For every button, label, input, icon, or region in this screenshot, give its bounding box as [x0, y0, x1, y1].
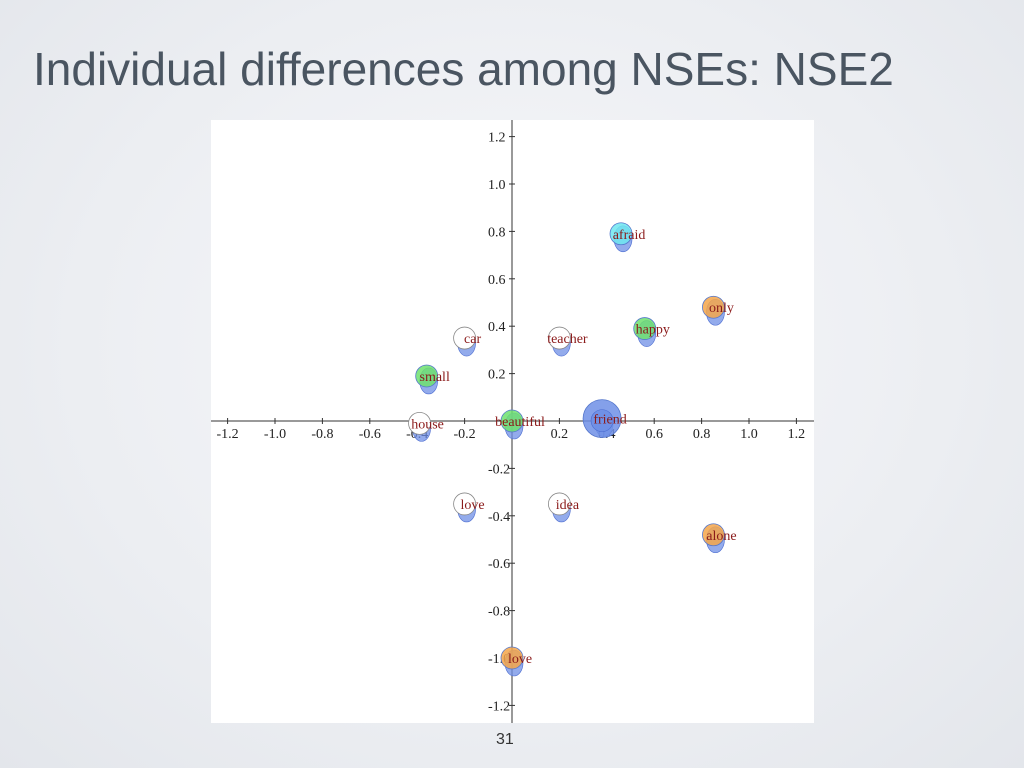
y-tick-label: 0.6: [488, 273, 506, 288]
data-marks: afraid only happy car teacher small house beaut…: [408, 222, 737, 677]
x-tick-label: 0.6: [645, 427, 663, 442]
point-label: idea: [556, 498, 580, 513]
x-tick-label: 0.2: [551, 427, 569, 442]
point-label: afraid: [613, 228, 646, 243]
page-number: 31: [496, 731, 514, 748]
x-tick-label: -0.2: [454, 427, 476, 442]
y-tick-label: -0.4: [488, 510, 510, 525]
point-label: beautiful: [495, 415, 545, 430]
x-tick-label: -0.6: [359, 427, 381, 442]
y-tick-label: -0.6: [488, 557, 510, 572]
point-marker: [453, 326, 477, 350]
point-marker: [453, 492, 477, 516]
point-label: teacher: [547, 332, 588, 347]
point-label: only: [709, 301, 734, 316]
x-tick-label: -1.2: [217, 427, 239, 442]
y-tick-label: 0.4: [488, 320, 506, 335]
point-marker: [500, 646, 524, 670]
point-label: happy: [636, 323, 670, 338]
point-marker: [547, 326, 571, 350]
point-marker: [702, 523, 725, 547]
data-point-love: love: [500, 646, 532, 677]
point-marker: [547, 492, 571, 516]
x-tick-label: -1.0: [264, 427, 286, 442]
data-point-only: only: [702, 295, 734, 326]
y-tick-label: 1.0: [488, 178, 506, 193]
data-point-house: house: [408, 411, 444, 442]
data-point-beautiful: beautiful: [495, 409, 545, 440]
x-tick-label: -0.8: [311, 427, 333, 442]
data-point-alone: alone: [702, 523, 737, 554]
slide-title: Individual differences among NSEs: NSE2: [33, 43, 894, 95]
y-tick-label: -1.2: [488, 699, 510, 714]
point-label: friend: [593, 413, 626, 428]
point-label: love: [461, 498, 485, 513]
y-tick-label: 1.2: [488, 131, 506, 146]
data-point-love: love: [453, 492, 485, 523]
point-marker: [415, 364, 439, 388]
point-marker: [609, 222, 633, 246]
point-label: alone: [706, 529, 736, 544]
point-label: car: [464, 332, 481, 347]
y-tick-label: -0.2: [488, 462, 510, 477]
scatter-plot-panel: -1.2 -1.0 -0.8 -0.6 -0.4 -0.2 0.2 0.4 0.6 0.8 1.0 1…: [211, 120, 814, 723]
x-tick-label: 1.2: [788, 427, 806, 442]
data-point-friend: friend: [582, 399, 627, 439]
point-label: love: [508, 652, 532, 667]
point-marker: [408, 411, 431, 435]
y-tick-label: 0.2: [488, 368, 506, 383]
x-tick-label: 0.8: [693, 427, 711, 442]
y-tick-label: -0.8: [488, 605, 510, 620]
point-label: small: [420, 370, 450, 385]
point-marker: [633, 317, 657, 340]
data-point-teacher: teacher: [547, 326, 588, 357]
data-point-small: small: [415, 364, 450, 395]
scatter-plot: -1.2 -1.0 -0.8 -0.6 -0.4 -0.2 0.2 0.4 0.6 0.8 1.0 1…: [211, 120, 814, 723]
point-marker: [702, 295, 725, 319]
data-point-idea: idea: [547, 492, 580, 523]
data-point-afraid: afraid: [609, 222, 646, 253]
data-point-car: car: [453, 326, 481, 357]
point-label: house: [411, 417, 444, 432]
x-tick-label: 1.0: [740, 427, 758, 442]
point-inner-blob: [590, 409, 614, 432]
y-tick-label: 0.8: [488, 225, 506, 240]
data-point-happy: happy: [633, 317, 670, 347]
point-marker: [500, 409, 524, 433]
